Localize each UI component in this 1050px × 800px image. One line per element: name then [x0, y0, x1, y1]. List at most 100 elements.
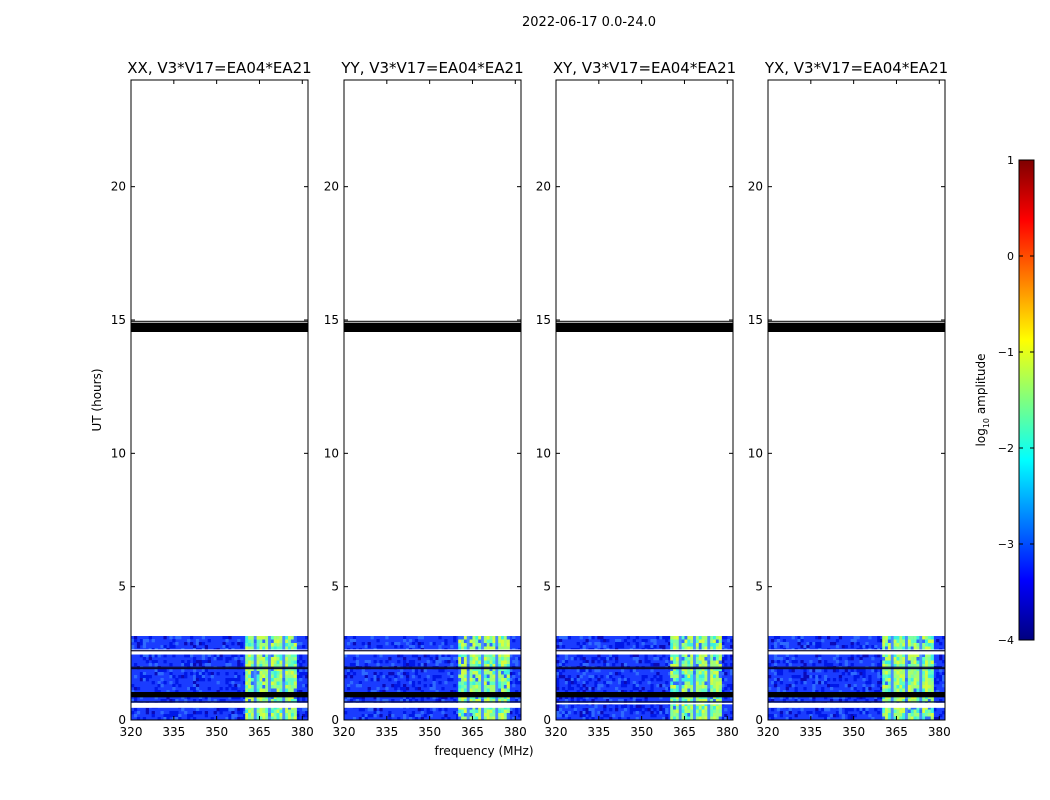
heatmap-cell: [163, 714, 167, 718]
heatmap-cell: [376, 639, 380, 643]
signal-cell: [919, 681, 923, 686]
signal-cell: [268, 639, 272, 644]
signal-cell: [673, 685, 677, 689]
signal-cell: [902, 639, 906, 644]
signal-cell: [262, 681, 266, 686]
heatmap-cell: [367, 690, 371, 694]
signal-cell: [913, 657, 917, 661]
heatmap-cell: [609, 699, 613, 703]
signal-cell: [690, 667, 694, 672]
signal-cell: [253, 646, 257, 651]
heatmap-cell: [225, 645, 229, 649]
heatmap-cell: [207, 663, 211, 667]
signal-cell: [461, 685, 465, 689]
signal-cell: [701, 713, 705, 717]
signal-cell: [503, 643, 508, 647]
heatmap-cell: [154, 687, 158, 691]
signal-cell: [710, 674, 714, 679]
heatmap-cell: [815, 654, 819, 658]
heatmap-cell: [850, 645, 854, 649]
heatmap-cell: [620, 705, 625, 709]
heatmap-cell: [190, 642, 194, 646]
heatmap-cell: [579, 711, 583, 715]
signal-cell: [461, 674, 465, 679]
signal-cell: [472, 646, 476, 651]
heatmap-cell: [432, 687, 436, 691]
signal-cell: [916, 639, 920, 644]
signal-cell: [916, 667, 920, 672]
signal-cell: [466, 713, 470, 717]
signal-cell: [265, 646, 269, 651]
x-axis-label: frequency (MHz): [434, 744, 533, 758]
signal-cell: [713, 674, 717, 679]
heatmap-cell: [809, 696, 813, 700]
dark-line: [131, 701, 308, 703]
signal-cell: [887, 685, 892, 689]
signal-cell: [673, 699, 677, 703]
signal-cell: [919, 674, 923, 679]
heatmap-cell: [824, 678, 828, 682]
signal-cell: [927, 688, 932, 693]
heatmap-cell: [835, 660, 840, 664]
signal-cell: [907, 706, 912, 710]
heatmap-cell: [243, 699, 247, 703]
signal-cell: [710, 685, 714, 689]
signal-cell: [481, 664, 485, 668]
signal-cell: [678, 709, 682, 714]
heatmap-cell: [841, 717, 845, 720]
heatmap-cell: [190, 672, 194, 676]
heatmap-cell: [615, 654, 619, 658]
heatmap-cell: [650, 669, 654, 673]
signal-cell: [687, 699, 691, 703]
flagged-band: [344, 322, 521, 332]
signal-cell: [890, 643, 894, 647]
heatmap-cell: [370, 714, 374, 718]
signal-cell: [913, 660, 917, 665]
heatmap-cell: [145, 675, 149, 679]
heatmap-cell: [509, 681, 513, 685]
signal-cell: [713, 667, 717, 672]
heatmap-cell: [827, 678, 831, 682]
heatmap-cell: [417, 708, 421, 712]
signal-cell: [690, 706, 694, 710]
signal-cell: [262, 667, 266, 672]
signal-cell: [890, 653, 894, 658]
heatmap-cell: [635, 708, 639, 712]
heatmap-cell: [791, 657, 795, 661]
signal-cell: [907, 667, 912, 672]
signal-cell: [704, 653, 708, 658]
heatmap-cell: [195, 687, 200, 691]
signal-cell: [483, 657, 488, 661]
signal-cell: [245, 671, 249, 675]
heatmap-cell: [154, 663, 158, 667]
heatmap-cell: [773, 714, 778, 718]
heatmap-cell: [175, 636, 179, 640]
signal-cell: [916, 664, 920, 668]
signal-cell: [248, 706, 252, 710]
signal-cell: [469, 674, 473, 679]
heatmap-cell: [195, 684, 200, 688]
heatmap-cell: [644, 660, 648, 664]
heatmap-cell: [509, 711, 513, 715]
heatmap-cell: [776, 672, 781, 676]
signal-cell: [256, 685, 260, 689]
signal-cell: [503, 685, 508, 689]
signal-cell: [885, 664, 889, 668]
heatmap-cell: [770, 639, 775, 643]
heatmap-cell: [591, 711, 595, 715]
heatmap-cell: [172, 675, 176, 679]
heatmap-cell: [838, 699, 843, 703]
heatmap-cell: [184, 654, 188, 658]
heatmap-cell: [567, 681, 572, 685]
signal-cell: [469, 643, 473, 647]
x-tick-label: 365: [673, 725, 696, 739]
signal-cell: [701, 657, 705, 661]
heatmap-cell: [668, 642, 672, 646]
signal-cell: [262, 643, 266, 647]
signal-cell: [899, 688, 903, 693]
heatmap-cell: [131, 690, 135, 694]
heatmap-cell: [841, 672, 845, 676]
heatmap-cell: [791, 660, 795, 664]
signal-cell: [469, 646, 473, 651]
dark-line: [768, 650, 945, 652]
